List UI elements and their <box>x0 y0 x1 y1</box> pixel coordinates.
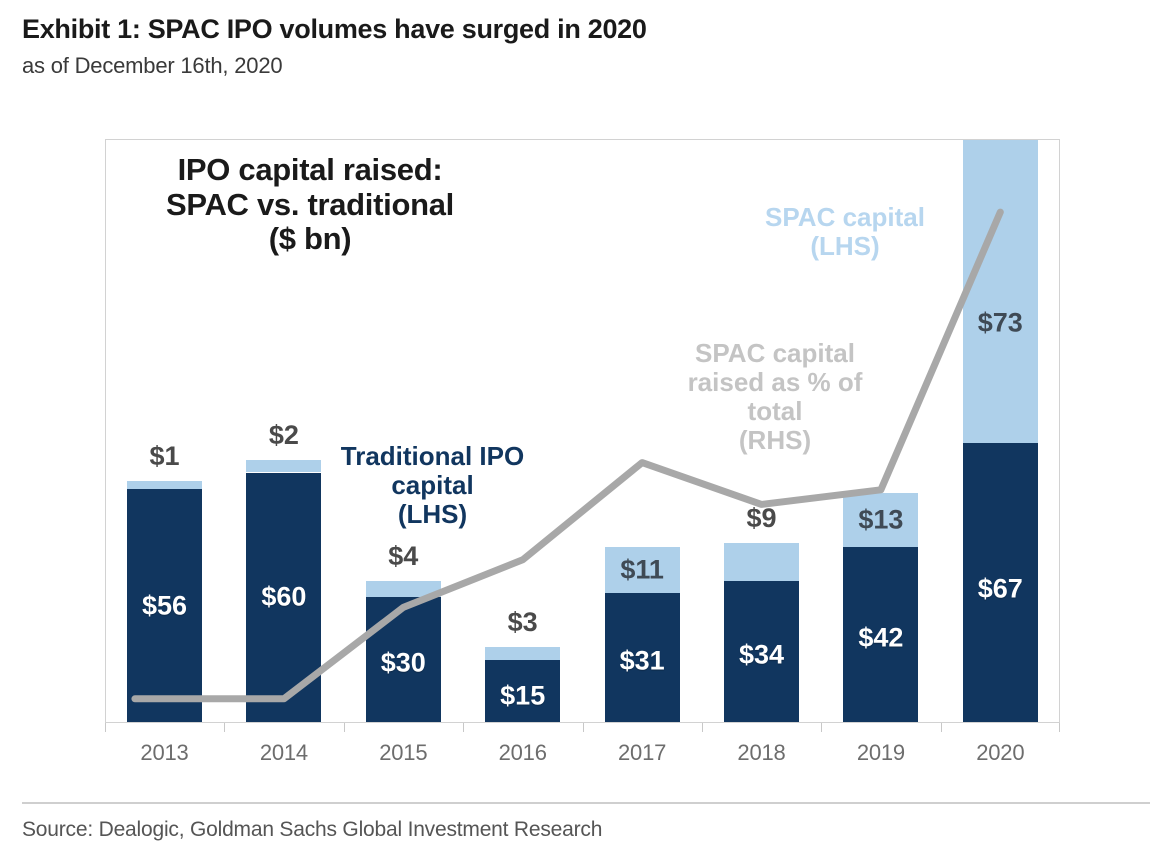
annotation-percent-legend: SPAC capital raised as % of total (RHS) <box>660 338 890 456</box>
x-tickmark-5 <box>701 723 703 732</box>
annotation-chart-title: IPO capital raised: SPAC vs. traditional… <box>135 152 485 257</box>
x-tickmark-2 <box>343 723 345 732</box>
footer-divider <box>22 802 1150 804</box>
bar-label-spac-2013: $1 <box>149 440 180 471</box>
annotation-traditional-line3: (LHS) <box>397 499 468 530</box>
x-tickmark-8 <box>1059 723 1060 732</box>
annotation-traditional-line1: Traditional IPO <box>340 441 525 471</box>
bar-label-spac-2016: $3 <box>507 607 538 638</box>
x-tickmark-1 <box>224 723 226 732</box>
x-axis-label-2018: 2018 <box>737 740 786 765</box>
bar-label-spac-2017: $11 <box>620 554 664 585</box>
annotation-chart-title-line1: IPO capital raised: <box>177 152 443 187</box>
annotation-chart-title-line3: ($ bn) <box>268 221 352 257</box>
bar-label-spac-2015: $4 <box>388 540 419 571</box>
page-subtitle: as of December 16th, 2020 <box>22 53 283 79</box>
x-axis-label-2016: 2016 <box>498 740 547 765</box>
annotation-spac-line1: SPAC capital <box>765 202 925 232</box>
bar-label-traditional-2013: $56 <box>141 590 188 621</box>
header-block: Exhibit 1: SPAC IPO volumes have surged … <box>22 14 1122 79</box>
bar-label-traditional-2017: $31 <box>619 645 665 676</box>
annotation-traditional-line2: capital <box>391 470 474 501</box>
x-axis-label-2017: 2017 <box>618 740 667 765</box>
bar-label-traditional-2019: $42 <box>858 622 904 652</box>
bar-spac-2018[interactable] <box>724 543 799 581</box>
bar-label-traditional-2016: $15 <box>500 680 546 710</box>
x-tickmark-0 <box>105 723 106 732</box>
x-axis-label-2013: 2013 <box>140 740 189 765</box>
x-tickmark-3 <box>463 723 465 732</box>
bar-spac-2014[interactable] <box>246 460 322 473</box>
source-note: Source: Dealogic, Goldman Sachs Global I… <box>22 818 603 841</box>
bar-label-traditional-2018: $34 <box>738 639 785 670</box>
annotation-percent-line3: total <box>747 396 803 427</box>
annotation-traditional-legend: Traditional IPO capital (LHS) <box>320 441 545 530</box>
annotation-percent-line4: (RHS) <box>738 425 812 456</box>
bar-label-spac-2018: $9 <box>746 503 777 534</box>
annotation-chart-title-line2: SPAC vs. traditional <box>166 186 454 222</box>
page-title: Exhibit 1: SPAC IPO volumes have surged … <box>22 14 647 44</box>
x-tickmark-6 <box>821 723 823 732</box>
annotation-percent-line2: raised as % of <box>687 367 863 398</box>
x-tickmark-4 <box>582 723 584 732</box>
x-axis-label-2015: 2015 <box>379 740 428 765</box>
bar-label-traditional-2020: $67 <box>977 573 1023 604</box>
bar-spac-2013[interactable] <box>127 480 202 490</box>
bar-label-spac-2019: $13 <box>858 504 904 535</box>
bar-label-traditional-2014: $60 <box>261 581 307 612</box>
x-tickmark-7 <box>940 723 942 732</box>
x-axis-label-2014: 2014 <box>259 740 308 765</box>
bar-spac-2015[interactable] <box>365 580 441 598</box>
bar-label-traditional-2015: $30 <box>380 647 426 678</box>
bar-spac-2016[interactable] <box>485 647 561 660</box>
x-axis-label-2020: 2020 <box>976 740 1025 765</box>
chart-plot-area: $0 $20 $40 $60 $80 $100 $120 $140 0% 10%… <box>105 139 1060 765</box>
bar-spac-2020[interactable] <box>962 139 1038 444</box>
bar-label-spac-2020: $73 <box>977 307 1023 338</box>
x-axis-label-2019: 2019 <box>856 740 905 765</box>
annotation-spac-legend: SPAC capital (LHS) <box>725 202 965 262</box>
bar-label-spac-2014: $2 <box>268 420 299 451</box>
annotation-spac-line2: (LHS) <box>810 231 880 262</box>
annotation-percent-line1: SPAC capital <box>695 338 855 368</box>
